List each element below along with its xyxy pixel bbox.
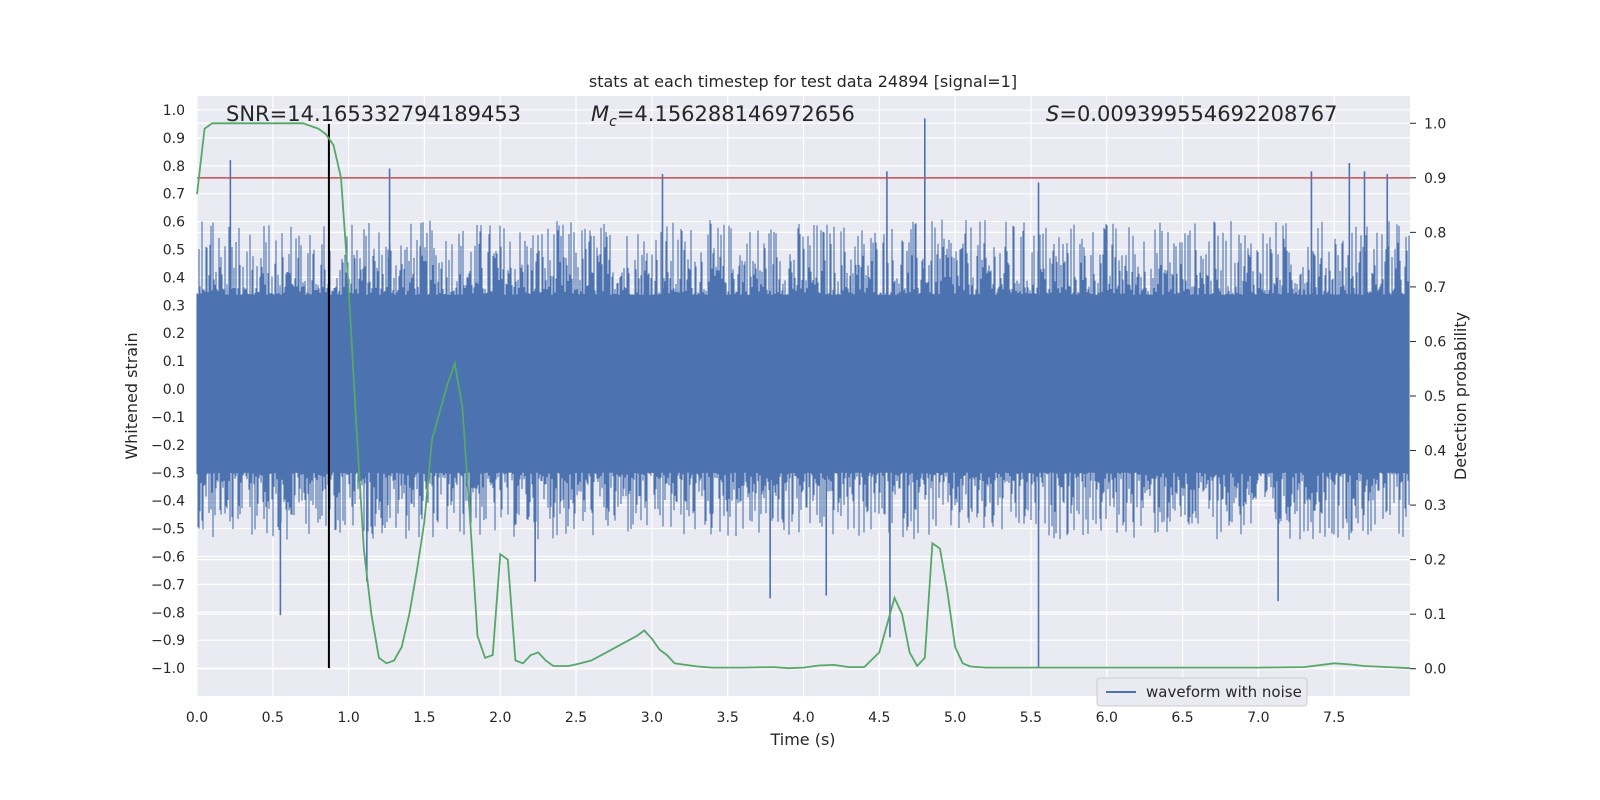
y-left-tick-label: 1.0 [163, 103, 185, 119]
x-axis-label: Time (s) [769, 730, 835, 749]
chart-title: stats at each timestep for test data 248… [589, 72, 1017, 91]
y-right-tick-label: 0.4 [1424, 444, 1446, 460]
y-right-tick-label: 0.1 [1424, 607, 1446, 623]
x-tick-label: 1.0 [337, 710, 359, 726]
mc-symbol: M [591, 102, 609, 126]
legend-box [1096, 677, 1308, 707]
x-tick-labels: 0.0 0.5 1.0 1.5 2.0 2.5 3.0 3.5 4.0 4.5 5.0 5.5 6.0 6… [186, 710, 1345, 726]
legend-label-waveform: waveform with noise [1146, 683, 1302, 701]
y-right-tick-label: 0.9 [1424, 171, 1446, 187]
y-left-tick-label: 0.9 [163, 131, 185, 147]
x-tick-label: 0.0 [186, 710, 208, 726]
waveform-series [196, 118, 1410, 669]
y-left-tick-label: 0.2 [163, 326, 185, 342]
x-tick-label: 7.5 [1323, 710, 1345, 726]
legend: waveform with noise [1096, 677, 1308, 707]
x-tick-label: 3.5 [717, 710, 739, 726]
y-left-tick-label: −0.5 [151, 522, 185, 538]
x-tick-label: 1.5 [413, 710, 435, 726]
x-tick-label: 5.5 [1020, 710, 1042, 726]
y-right-tick-label: 0.6 [1424, 334, 1446, 350]
x-tick-label: 3.0 [641, 710, 663, 726]
y-left-tick-label: 0.7 [163, 187, 185, 203]
x-tick-label: 5.0 [944, 710, 966, 726]
y-left-tick-label: −0.9 [151, 633, 185, 649]
y-left-tick-labels: 1.0 0.9 0.8 0.7 0.6 0.5 0.4 0.3 0.2 0.1 0.0 −0.1 −0.… [151, 103, 185, 677]
y-left-tick-label: −1.0 [151, 661, 185, 677]
y-right-tick-label: 0.8 [1424, 225, 1446, 241]
y-left-tick-label: 0.1 [163, 354, 185, 370]
probability-series [196, 122, 1411, 670]
s-symbol: S [1046, 102, 1059, 126]
y-right-tick-label: 0.2 [1424, 553, 1446, 569]
y-left-tick-label: −0.6 [151, 549, 185, 565]
y-right-tick-label: 0.3 [1424, 498, 1446, 514]
x-tick-label: 6.0 [1096, 710, 1118, 726]
x-tick-label: 7.0 [1247, 710, 1269, 726]
x-tick-label: 0.5 [262, 710, 284, 726]
x-tick-label: 2.5 [565, 710, 587, 726]
y-left-tick-label: 0.4 [163, 270, 185, 286]
s-value: =0.009399554692208767 [1059, 102, 1337, 126]
y-left-tick-label: 0.3 [163, 298, 185, 314]
x-tick-label: 4.0 [792, 710, 814, 726]
y-left-tick-label: 0.6 [163, 215, 185, 231]
y-right-axis-label: Detection probability [1451, 312, 1470, 480]
s-annotation: S=0.009399554692208767 [1046, 102, 1337, 126]
y-right-tick-label: 0.7 [1424, 280, 1446, 296]
waveform-noise-band [196, 219, 1410, 540]
x-tick-label: 6.5 [1171, 710, 1193, 726]
y-left-tick-label: −0.2 [151, 438, 185, 454]
y-left-tick-label: −0.1 [151, 410, 185, 426]
y-right-tick-labels: 1.0 0.9 0.8 0.7 0.6 0.5 0.4 0.3 0.2 0.1 0.0 [1410, 116, 1446, 678]
y-right-tick-label: 0.0 [1424, 662, 1446, 678]
y-left-tick-label: 0.8 [163, 159, 185, 175]
y-left-tick-label: −0.3 [151, 466, 185, 482]
x-tick-label: 4.5 [868, 710, 890, 726]
mc-subscript: c [609, 114, 617, 130]
y-left-tick-label: −0.7 [151, 577, 185, 593]
y-left-tick-label: −0.8 [151, 605, 185, 621]
chirp-mass-annotation: Mc=4.156288146972656 [591, 102, 855, 130]
y-left-axis-label: Whitened strain [122, 332, 141, 459]
y-left-tick-label: 0.5 [163, 242, 185, 258]
snr-annotation: SNR=14.165332794189453 [226, 102, 521, 126]
y-right-tick-label: 1.0 [1424, 116, 1446, 132]
y-right-tick-label: 0.5 [1424, 389, 1446, 405]
mc-value: =4.156288146972656 [617, 102, 855, 126]
x-tick-label: 2.0 [489, 710, 511, 726]
y-left-tick-label: −0.4 [151, 494, 185, 510]
y-left-tick-label: 0.0 [163, 382, 185, 398]
